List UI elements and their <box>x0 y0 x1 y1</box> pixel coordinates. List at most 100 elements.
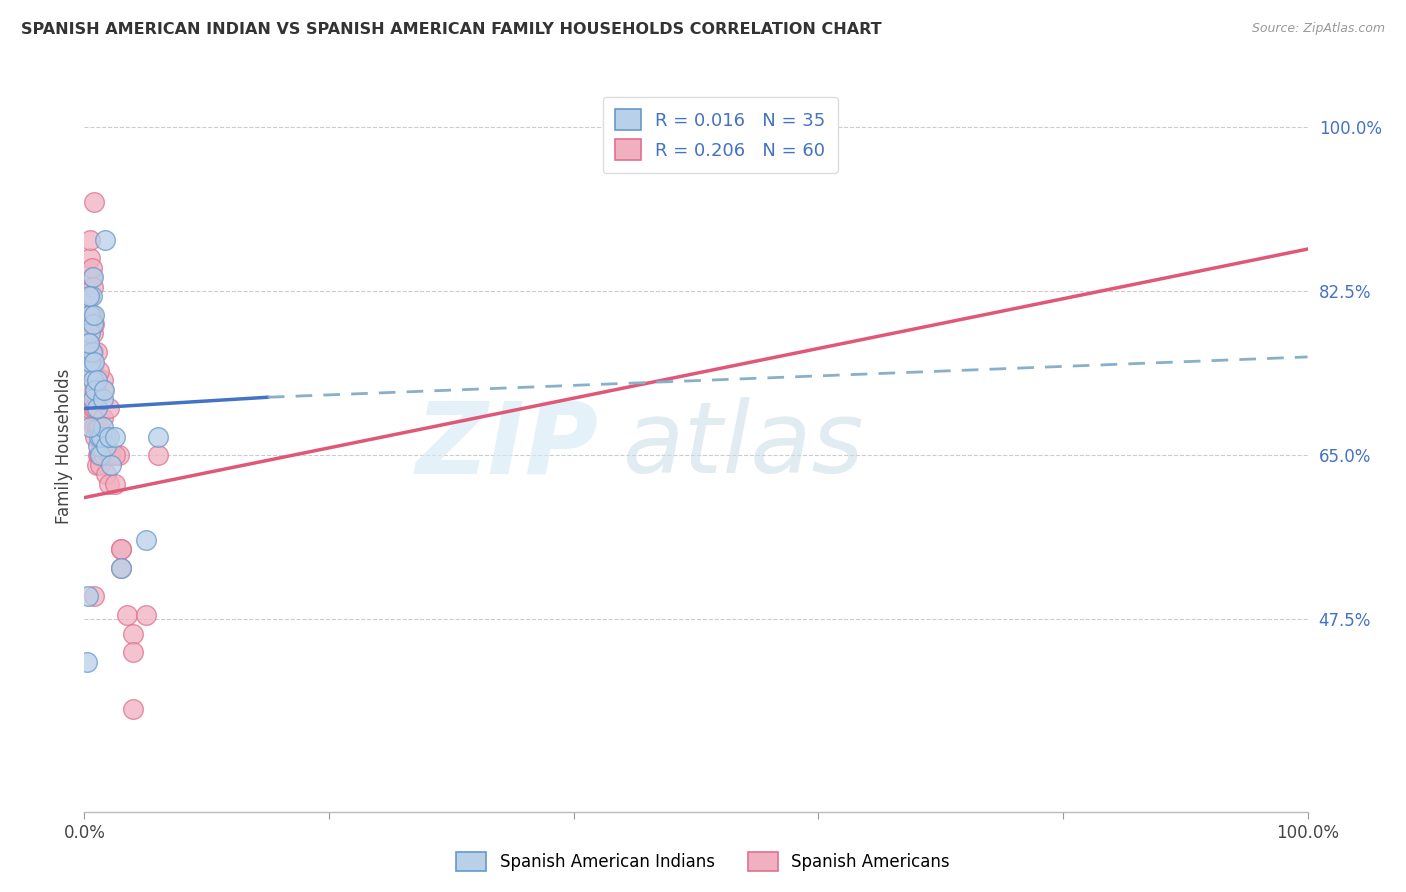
Point <box>77 308 100 322</box>
Point <box>107 449 129 463</box>
Point <box>146 449 169 463</box>
Legend: Spanish American Indians, Spanish Americans: Spanish American Indians, Spanish Americ… <box>449 843 957 880</box>
Point <box>77 364 100 378</box>
Point <box>96 439 118 453</box>
Point <box>87 449 110 463</box>
Point <box>82 326 104 341</box>
Point <box>77 335 100 350</box>
Text: ZIP: ZIP <box>415 398 598 494</box>
Point <box>79 233 101 247</box>
Point <box>104 449 127 463</box>
Point <box>86 345 108 359</box>
Point <box>84 429 107 443</box>
Point <box>79 326 101 341</box>
Point <box>86 420 108 434</box>
Point <box>135 533 157 547</box>
Point <box>91 410 114 425</box>
Point <box>79 289 101 303</box>
Point <box>91 420 114 434</box>
Point <box>83 420 105 434</box>
Point <box>146 429 169 443</box>
Point <box>100 458 122 472</box>
Point <box>87 439 110 453</box>
Point <box>110 542 132 557</box>
Point <box>82 279 104 293</box>
Point <box>91 392 114 406</box>
Point <box>94 233 117 247</box>
Point <box>82 270 104 285</box>
Point <box>77 410 100 425</box>
Point <box>87 429 110 443</box>
Point <box>93 383 115 397</box>
Point <box>83 195 105 210</box>
Point <box>97 429 120 443</box>
Point <box>79 252 101 266</box>
Point <box>82 392 104 406</box>
Point <box>110 542 132 557</box>
Point <box>97 476 120 491</box>
Point <box>83 383 105 397</box>
Point <box>97 449 120 463</box>
Point <box>80 392 103 406</box>
Point <box>87 420 110 434</box>
Point <box>76 655 98 669</box>
Text: atlas: atlas <box>623 398 865 494</box>
Point <box>79 317 101 331</box>
Point <box>110 561 132 575</box>
Point <box>80 270 103 285</box>
Point <box>91 373 114 387</box>
Legend: R = 0.016   N = 35, R = 0.206   N = 60: R = 0.016 N = 35, R = 0.206 N = 60 <box>603 96 838 173</box>
Text: Source: ZipAtlas.com: Source: ZipAtlas.com <box>1251 22 1385 36</box>
Point <box>135 607 157 622</box>
Point <box>96 467 118 482</box>
Point <box>77 289 100 303</box>
Point <box>86 458 108 472</box>
Point <box>79 354 101 368</box>
Point <box>100 449 122 463</box>
Point <box>87 364 110 378</box>
Point <box>79 354 101 368</box>
Point <box>80 289 103 303</box>
Point <box>122 701 145 715</box>
Point <box>93 449 115 463</box>
Point <box>79 420 101 434</box>
Point <box>89 458 111 472</box>
Point <box>91 429 114 443</box>
Y-axis label: Family Households: Family Households <box>55 368 73 524</box>
Point <box>115 607 138 622</box>
Point <box>82 345 104 359</box>
Point <box>104 476 127 491</box>
Text: SPANISH AMERICAN INDIAN VS SPANISH AMERICAN FAMILY HOUSEHOLDS CORRELATION CHART: SPANISH AMERICAN INDIAN VS SPANISH AMERI… <box>21 22 882 37</box>
Point <box>104 429 127 443</box>
Point <box>83 589 105 603</box>
Point <box>77 383 100 397</box>
Point <box>83 308 105 322</box>
Point <box>89 449 111 463</box>
Point <box>86 373 108 387</box>
Point <box>77 335 100 350</box>
Point <box>80 308 103 322</box>
Point <box>91 383 114 397</box>
Point <box>83 317 105 331</box>
Point <box>84 383 107 397</box>
Point <box>80 260 103 275</box>
Point <box>82 401 104 416</box>
Point <box>82 364 104 378</box>
Point <box>110 561 132 575</box>
Point <box>84 401 107 416</box>
Point <box>82 373 104 387</box>
Point <box>90 429 112 443</box>
Point <box>77 589 100 603</box>
Point <box>77 401 100 416</box>
Point <box>80 345 103 359</box>
Point <box>86 392 108 406</box>
Point <box>79 308 101 322</box>
Point <box>122 626 145 640</box>
Point <box>87 449 110 463</box>
Point <box>122 645 145 659</box>
Point <box>79 364 101 378</box>
Point <box>96 429 118 443</box>
Point <box>83 354 105 368</box>
Point <box>86 401 108 416</box>
Point <box>97 401 120 416</box>
